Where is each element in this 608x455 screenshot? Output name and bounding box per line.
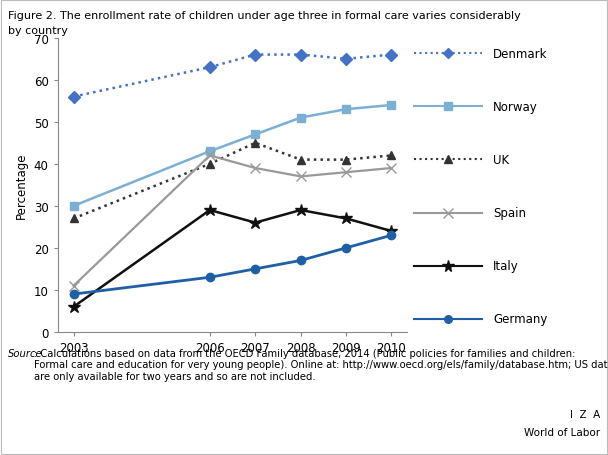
Text: : Calculations based on data from the OECD Family database, 2014 (Public policie: : Calculations based on data from the OE… xyxy=(34,348,608,381)
Text: UK: UK xyxy=(493,153,510,167)
Text: Source: Source xyxy=(8,348,43,358)
Text: Italy: Italy xyxy=(493,260,519,273)
Text: Norway: Norway xyxy=(493,101,538,113)
Text: I  Z  A: I Z A xyxy=(570,410,600,420)
Text: Germany: Germany xyxy=(493,313,548,326)
Text: Figure 2. The enrollment rate of children under age three in formal care varies : Figure 2. The enrollment rate of childre… xyxy=(8,11,520,21)
Y-axis label: Percentage: Percentage xyxy=(15,152,29,218)
Text: Spain: Spain xyxy=(493,207,527,220)
Text: by country: by country xyxy=(8,26,67,36)
Text: World of Labor: World of Labor xyxy=(524,427,600,437)
Text: Denmark: Denmark xyxy=(493,47,548,61)
